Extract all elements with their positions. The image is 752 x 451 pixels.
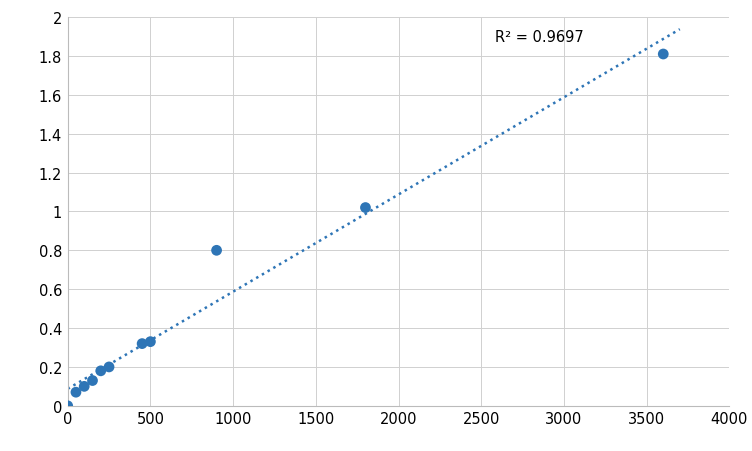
Point	[359, 204, 371, 212]
Point	[95, 368, 107, 375]
Point	[211, 247, 223, 254]
Text: R² = 0.9697: R² = 0.9697	[495, 30, 584, 45]
Point	[62, 402, 74, 410]
Point	[78, 383, 90, 390]
Point	[144, 338, 156, 345]
Point	[70, 389, 82, 396]
Point	[657, 51, 669, 59]
Point	[103, 364, 115, 371]
Point	[86, 377, 99, 384]
Point	[136, 340, 148, 347]
